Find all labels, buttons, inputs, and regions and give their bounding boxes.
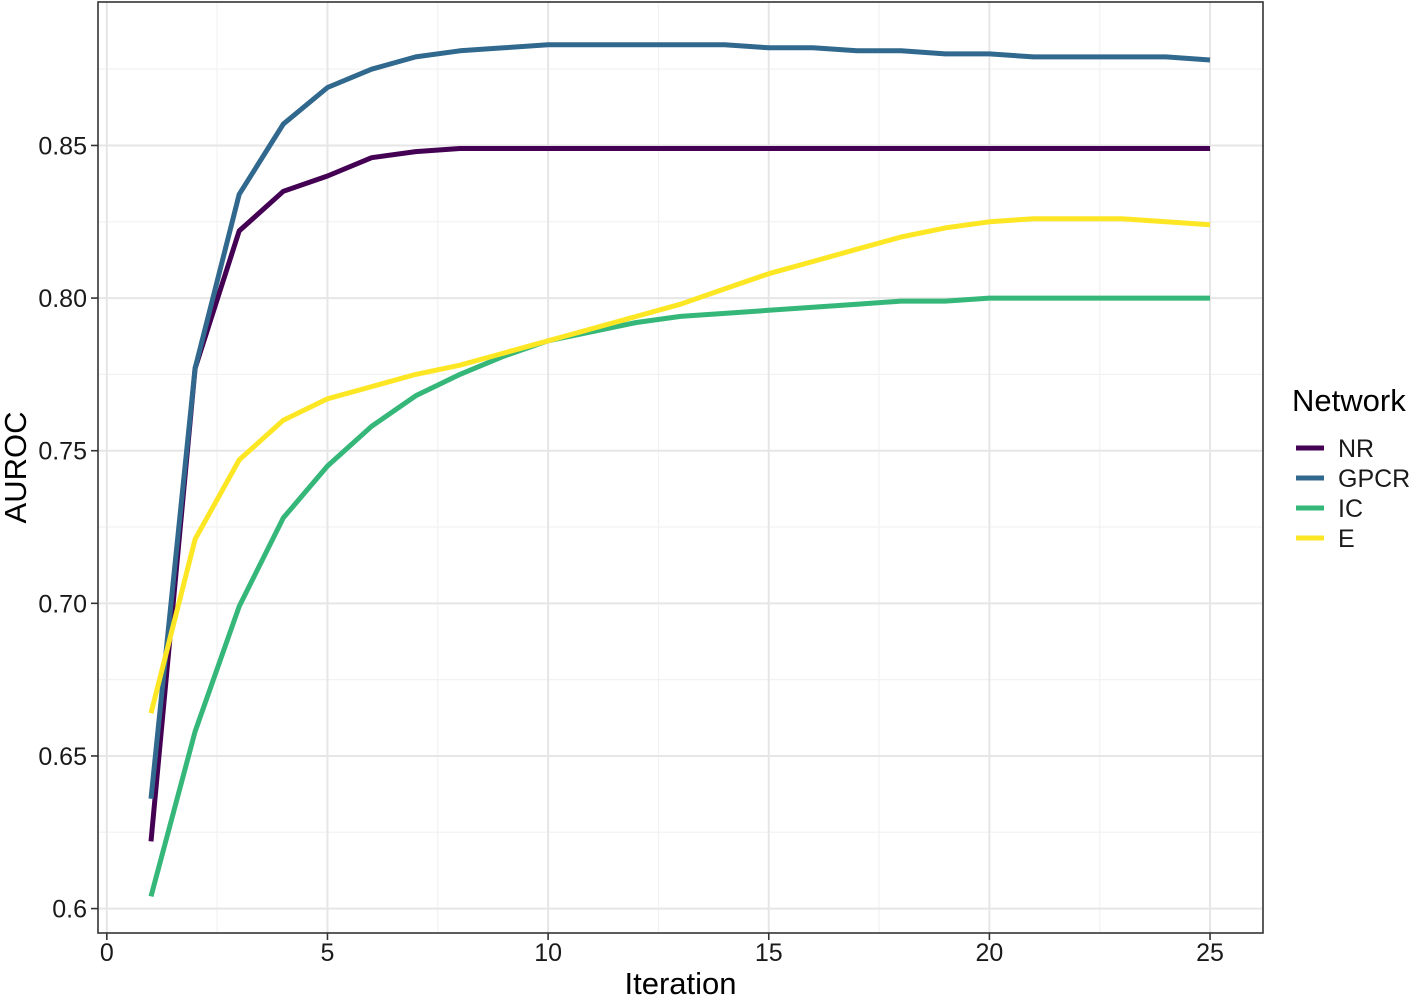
y-tick-label: 0.65 bbox=[38, 743, 87, 771]
x-tick-label: 15 bbox=[755, 939, 783, 967]
series-line-nr bbox=[148, 146, 1210, 842]
legend-title: Network bbox=[1292, 383, 1406, 418]
x-tick-label: 5 bbox=[321, 939, 335, 967]
grid-major bbox=[98, 2, 1263, 933]
x-tick-label: 20 bbox=[975, 939, 1003, 967]
grid-minor bbox=[98, 2, 1263, 933]
legend-label-e: E bbox=[1338, 525, 1355, 553]
y-tick-label: 0.6 bbox=[52, 896, 87, 924]
series-line-e bbox=[148, 216, 1211, 714]
x-tick-label: 10 bbox=[534, 939, 562, 967]
y-tick-label: 0.85 bbox=[38, 132, 87, 160]
x-tick-label: 0 bbox=[100, 939, 114, 967]
x-axis-title: Iteration bbox=[624, 966, 736, 997]
y-tick-label: 0.75 bbox=[38, 438, 87, 466]
legend-label-nr: NR bbox=[1338, 435, 1374, 463]
y-axis-title: AUROC bbox=[0, 412, 33, 524]
legend-label-gpcr: GPCR bbox=[1338, 465, 1410, 493]
legend-label-ic: IC bbox=[1338, 495, 1363, 523]
y-axis-ticks: 0.6 0.65 0.70 0.75 0.80 0.85 bbox=[38, 132, 98, 924]
series-line-ic bbox=[148, 295, 1210, 898]
x-axis-ticks: 0 5 10 15 20 25 bbox=[100, 933, 1224, 967]
series-line-gpcr bbox=[148, 42, 1211, 799]
x-tick-label: 25 bbox=[1196, 939, 1224, 967]
series-lines bbox=[148, 42, 1211, 898]
panel-border bbox=[97, 1, 1264, 934]
y-tick-label: 0.80 bbox=[38, 285, 87, 313]
y-tick-label: 0.70 bbox=[38, 590, 87, 618]
